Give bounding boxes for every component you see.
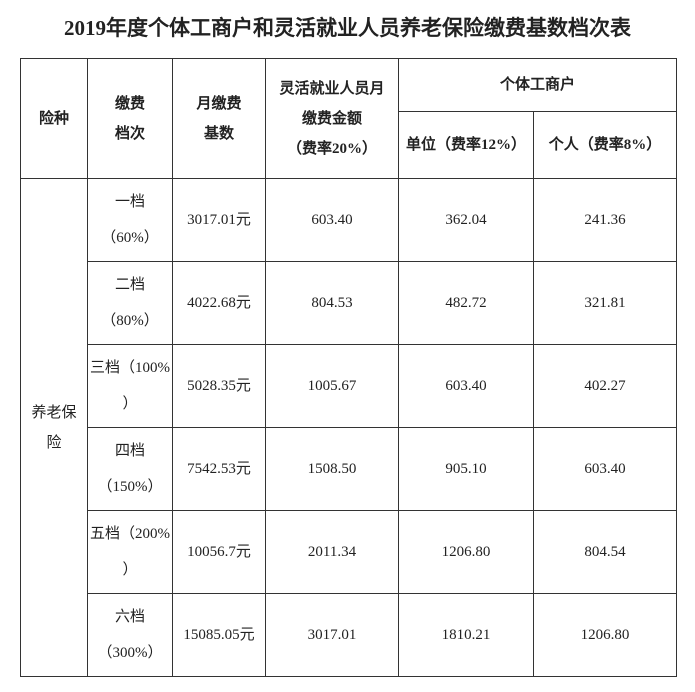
cell-line: （150%）: [97, 479, 163, 495]
cell-line: 缴费金额: [301, 110, 362, 127]
cell-line: 月缴费: [196, 95, 242, 112]
cell: 2011.34: [265, 510, 399, 594]
cell: 缴费 档次: [87, 58, 173, 179]
data-row: 三档（100% ） 5028.35元 1005.67 603.40 402.27: [21, 344, 678, 428]
cell: 险种: [20, 58, 88, 179]
cell-line: 三档（100%: [90, 360, 170, 376]
cell-line: 档次: [114, 125, 145, 142]
cell: 241.36: [532, 178, 678, 262]
cell: 二档 （80%）: [87, 261, 173, 345]
cell-line: 四档: [114, 443, 145, 459]
cell: 4022.68元: [172, 261, 266, 345]
cell: 月缴费 基数: [172, 58, 266, 179]
cell: 321.81: [532, 261, 678, 345]
cell: 5028.35元: [172, 344, 266, 428]
cell-line: ）: [122, 396, 138, 412]
cell: 个体工商户: [397, 58, 678, 112]
cell: 五档（200% ）: [87, 510, 173, 594]
cell-line: （费率20%）: [286, 140, 377, 157]
cell-line: 五档（200%: [90, 526, 170, 542]
cell: 1206.80: [398, 510, 534, 594]
header-row: 险种 缴费 档次 月缴费 基数 灵活就业人员月 缴费金额 （费率20%） 个体工商户: [20, 58, 678, 179]
cell: 3017.01: [265, 593, 399, 677]
cell: 15085.05元: [172, 593, 266, 677]
data-row: 六档 （300%） 15085.05元 3017.01 1810.21 1206.80: [21, 593, 678, 677]
header-row: 单位（费率12%） 个人（费率8%）: [21, 111, 678, 179]
cell-line: 缴费: [114, 95, 145, 112]
data-row: 四档 （150%） 7542.53元 1508.50 905.10 603.40: [21, 427, 678, 511]
cell: 1508.50: [265, 427, 399, 511]
cell: 养老保险: [20, 178, 88, 677]
title: 2019年度个体工商户和灵活就业人员养老保险缴费基数档次表: [64, 16, 631, 40]
table: 险种 缴费 档次 月缴费 基数 灵活就业人员月 缴费金额 （费率20%） 个体工商户 单位（费率1…: [20, 58, 678, 677]
cell: 1206.80: [532, 593, 678, 677]
cell-line: 基数: [203, 125, 234, 142]
cell: 三档（100% ）: [87, 344, 173, 428]
cell-line: （60%）: [101, 230, 159, 246]
cell: 362.04: [398, 178, 534, 262]
cell-line: 二档: [114, 277, 145, 293]
cell: 7542.53元: [172, 427, 266, 511]
cell-line: （300%）: [97, 645, 163, 661]
data-row: 五档（200% ） 10056.7元 2011.34 1206.80 804.54: [21, 510, 678, 594]
cell: 1810.21: [398, 593, 534, 677]
cell: 四档 （150%）: [87, 427, 173, 511]
cell: 六档 （300%）: [87, 593, 173, 677]
cell: 804.54: [532, 510, 678, 594]
cell: 402.27: [532, 344, 678, 428]
cell: 603.40: [532, 427, 678, 511]
cell: 单位（费率12%）: [398, 111, 534, 179]
cell: 个人（费率8%）: [532, 111, 678, 179]
cell: 804.53: [265, 261, 399, 345]
cell: 603.40: [398, 344, 534, 428]
cell-line: （80%）: [101, 313, 159, 329]
cell: 一档 （60%）: [87, 178, 173, 262]
data-row: 养老保险 一档 （60%） 3017.01元 603.40 362.04 241.36: [20, 178, 678, 677]
cell: 603.40: [265, 178, 399, 262]
cell: 1005.67: [265, 344, 399, 428]
cell: 灵活就业人员月 缴费金额 （费率20%）: [265, 58, 399, 179]
data-row: 二档 （80%） 4022.68元 804.53 482.72 321.81: [21, 261, 678, 345]
cell: 10056.7元: [172, 510, 266, 594]
cell: 905.10: [398, 427, 534, 511]
cell: 482.72: [398, 261, 534, 345]
cell-line: 六档: [114, 609, 145, 625]
cell-line: ）: [122, 562, 138, 578]
cell-line: 一档: [114, 194, 145, 210]
cell: 3017.01元: [172, 178, 266, 262]
cell-line: 灵活就业人员月: [279, 80, 385, 97]
